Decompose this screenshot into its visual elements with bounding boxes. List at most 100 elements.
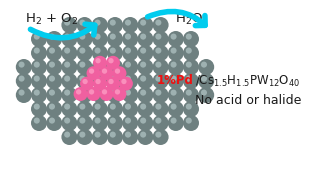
Circle shape [92,115,108,131]
Circle shape [79,104,85,110]
Circle shape [46,101,62,117]
Circle shape [76,89,81,94]
Circle shape [31,101,47,117]
Circle shape [183,101,199,117]
Circle shape [95,132,101,138]
Circle shape [107,87,123,103]
Circle shape [168,101,184,117]
Circle shape [119,77,133,91]
Circle shape [110,48,116,54]
Circle shape [110,34,116,40]
Circle shape [153,101,168,117]
Circle shape [89,68,94,74]
Circle shape [125,104,131,110]
Circle shape [79,118,85,124]
Circle shape [122,73,138,89]
Circle shape [170,62,177,68]
Circle shape [76,101,93,117]
Circle shape [153,59,168,75]
Circle shape [170,90,177,96]
Circle shape [92,129,108,145]
Circle shape [140,104,146,110]
Circle shape [95,76,101,82]
Circle shape [107,73,123,89]
Circle shape [186,34,192,40]
Circle shape [168,115,184,131]
Circle shape [100,66,114,80]
Circle shape [122,101,138,117]
Circle shape [170,48,177,54]
Circle shape [186,104,192,110]
Circle shape [31,87,47,103]
Circle shape [80,77,94,91]
Circle shape [102,89,107,94]
Text: H$_2$ + O$_2$: H$_2$ + O$_2$ [25,12,79,27]
Circle shape [46,45,62,61]
Circle shape [107,115,123,131]
Circle shape [95,79,101,84]
Circle shape [34,62,40,68]
Circle shape [168,73,184,89]
Circle shape [137,87,153,103]
Circle shape [92,31,108,47]
Circle shape [125,132,131,138]
Circle shape [61,17,77,33]
Circle shape [125,34,131,40]
Circle shape [137,101,153,117]
Circle shape [76,87,93,103]
Circle shape [107,59,123,75]
Circle shape [113,66,126,80]
Circle shape [122,31,138,47]
Circle shape [46,87,62,103]
Circle shape [76,59,93,75]
Circle shape [19,62,24,68]
Circle shape [155,48,162,54]
Circle shape [125,90,131,96]
Circle shape [110,62,116,68]
Circle shape [79,76,85,82]
Circle shape [49,76,55,82]
Circle shape [110,118,116,124]
Circle shape [186,76,192,82]
Circle shape [183,45,199,61]
Circle shape [95,34,101,40]
Circle shape [49,90,55,96]
Circle shape [137,45,153,61]
Circle shape [108,79,114,84]
Circle shape [95,48,101,54]
Circle shape [95,104,101,110]
Circle shape [92,17,108,33]
Circle shape [137,73,153,89]
Circle shape [140,34,146,40]
Circle shape [64,132,70,138]
Circle shape [198,87,214,103]
Circle shape [155,19,162,26]
Circle shape [122,129,138,145]
Circle shape [183,73,199,89]
Circle shape [107,45,123,61]
Circle shape [46,59,62,75]
Circle shape [92,45,108,61]
Circle shape [155,104,162,110]
Circle shape [108,58,114,63]
Circle shape [155,62,162,68]
Circle shape [140,76,146,82]
Circle shape [153,115,168,131]
Circle shape [46,31,62,47]
Circle shape [110,104,116,110]
Circle shape [155,132,162,138]
Circle shape [115,68,120,74]
Circle shape [140,132,146,138]
Circle shape [82,79,88,84]
Circle shape [198,73,214,89]
Circle shape [19,90,24,96]
Circle shape [122,17,138,33]
Circle shape [122,115,138,131]
Circle shape [100,87,114,101]
Circle shape [201,76,207,82]
Circle shape [125,76,131,82]
Circle shape [183,59,199,75]
Circle shape [61,45,77,61]
Circle shape [201,90,207,96]
Circle shape [155,90,162,96]
